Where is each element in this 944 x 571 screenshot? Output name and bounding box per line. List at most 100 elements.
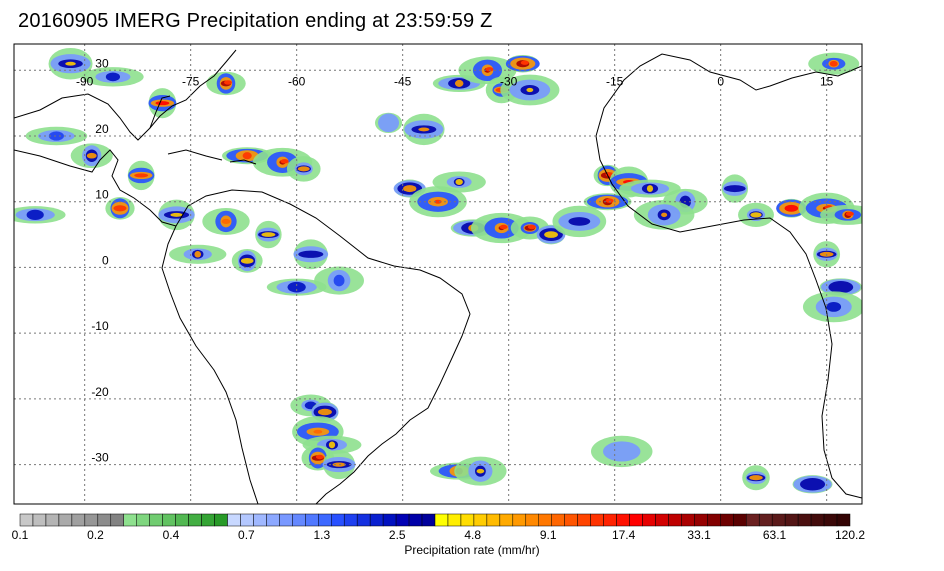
colorbar-swatch [382,513,397,527]
precip-contour [134,173,149,178]
precip-contour [455,179,463,185]
colorbar-tick-label: 0.4 [163,528,180,542]
colorbar-swatch [707,513,721,527]
colorbar-swatch [84,513,99,527]
colorbar-swatch [19,513,34,527]
longitude-label: -15 [606,74,624,88]
colorbar-swatch [71,513,86,527]
coastline-central-america [14,149,177,227]
colorbar-swatch [642,513,656,527]
precip-cell [820,204,862,225]
colorbar-swatch [201,513,215,527]
colorbar-swatch [655,513,669,527]
colorbar-swatch [746,513,760,527]
coastline-hispaniola [229,159,257,165]
colorbar-swatch [460,513,475,527]
colorbar-swatch [162,513,176,527]
precip-cell [148,88,177,119]
latitude-label: -20 [91,385,109,399]
precip-cell [552,205,607,238]
map-title: 20160905 IMERG Precipitation ending at 2… [18,10,493,32]
colorbar-swatch [447,513,462,527]
colorbar-swatch [681,513,695,527]
precip-contour [86,152,97,159]
precip-cell [721,174,749,203]
colorbar-tick-labels: 0.1 0.2 0.4 0.7 1.3 2.5 4.8 9.1 17.4 33.1 63.1 120.… [12,528,866,542]
colorbar-swatch [266,513,280,527]
precip-contour [568,217,591,226]
colorbar-swatch [240,513,254,527]
latitude-label: -10 [91,319,109,333]
colorbar-swatch [758,513,773,527]
colorbar-swatch [784,513,799,527]
longitude-label: 15 [820,74,834,88]
precip-cell [505,54,540,73]
colorbar-swatch [810,513,825,527]
precip-cell [25,126,88,146]
longitude-label: -30 [500,74,518,88]
precip-contour [65,61,76,66]
graticule-layer [14,44,862,504]
colorbar-tick-label: 17.4 [612,528,636,542]
colorbar-swatch [253,513,267,527]
precip-cell [202,207,250,235]
precip-contour [800,478,826,491]
colorbar-swatch [823,513,838,527]
colorbar-swatch [305,513,319,527]
precip-contour [378,113,400,133]
colorbar-swatch [486,513,501,527]
precip-contour [750,212,762,218]
precip-cell [409,186,467,218]
latitude-label: 30 [95,56,109,70]
colorbar-tick-label: 0.2 [87,528,104,542]
precip-cell [792,475,833,494]
precip-cell [500,74,560,106]
precip-cell [619,179,681,198]
precip-cell [633,200,695,230]
precip-cell [314,266,364,295]
precip-core [499,224,508,230]
longitude-label: -90 [76,74,94,88]
precip-cell [374,112,403,134]
colorbar-tick-label: 63.1 [763,528,787,542]
map-frame [13,43,863,505]
colorbar-swatch [577,513,591,527]
precip-contour [317,408,332,416]
precip-contour [418,127,430,132]
colorbar-tick-label: 0.1 [12,528,29,542]
precip-cell [70,143,113,169]
coastline-layer [14,49,862,504]
precip-contour [749,475,763,481]
colorbar-swatch [395,513,410,527]
colorbar-tick-label: 120.2 [835,528,865,542]
precip-core [485,67,494,72]
precip-contour [26,209,44,220]
colorbar-swatch [356,513,371,527]
colorbar-swatch [32,513,47,527]
longitude-label: -45 [394,74,412,88]
colorbar-swatch [331,513,345,527]
colorbar-swatch [836,513,851,527]
colorbar-tick-label: 4.8 [464,528,481,542]
precip-cell [583,193,632,211]
precip-cell [169,244,227,264]
coastline-africa [595,53,862,499]
precip-contour [261,232,276,237]
colorbar-swatch [499,513,514,527]
colorbar-swatch [720,513,734,527]
colorbar-swatch [590,513,604,527]
colorbar-swatch [603,513,617,527]
colorbar-boxes [19,513,851,527]
colorbar-swatch [771,513,786,527]
colorbar-tick-label: 9.1 [540,528,557,542]
colorbar-swatch [421,513,436,527]
longitude-label: 0 [717,74,724,88]
precip-cell [808,52,860,75]
graticule-labels: -90 -75 -60 -45 -30 -15 0 15 30 20 10 0 -10 -20 -30 [76,56,834,464]
precip-core [315,454,324,460]
longitude-label: -75 [182,74,200,88]
colorbar-swatch [551,513,565,527]
precip-contour [646,185,654,192]
colorbar-swatch [668,513,682,527]
